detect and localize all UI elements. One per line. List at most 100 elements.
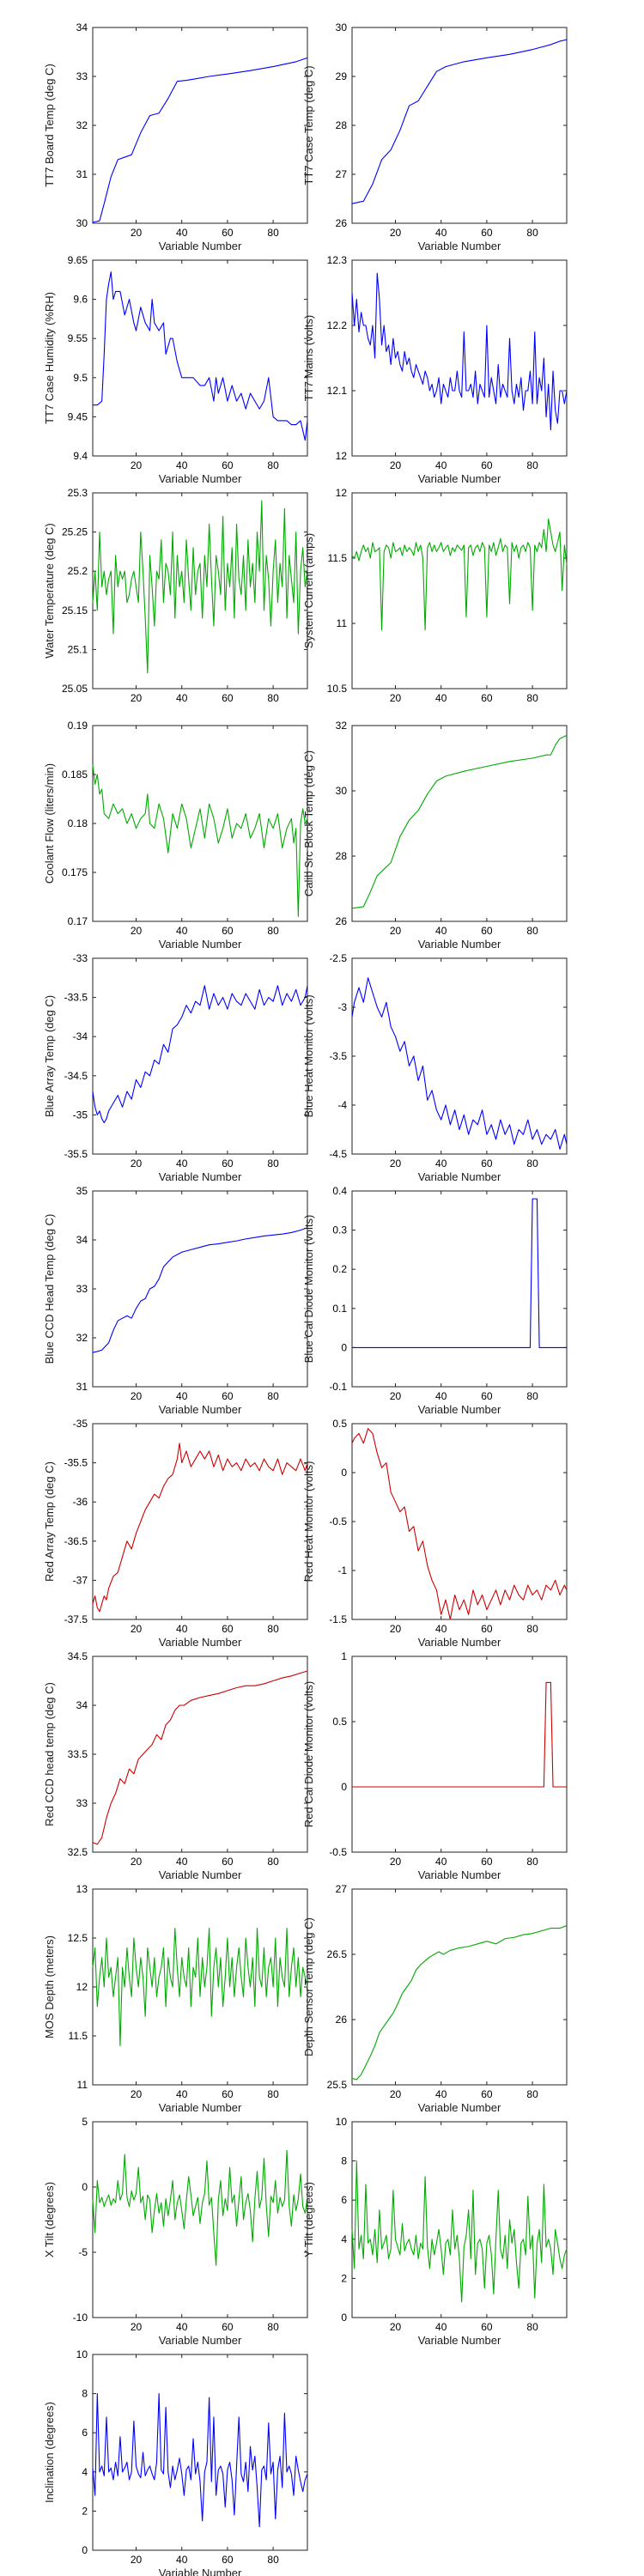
x-axis-label: Variable Number (159, 2567, 242, 2576)
x-tick-label: 40 (435, 1623, 447, 1635)
y-tick-label: -0.5 (329, 1846, 347, 1858)
y-tick-label: 29 (336, 70, 348, 82)
y-tick-label: 32.5 (68, 1846, 88, 1858)
x-tick-label: 40 (176, 2088, 188, 2100)
y-tick-label: -3 (337, 1001, 347, 1013)
x-tick-label: 80 (267, 2088, 279, 2100)
x-tick-label: 40 (176, 2554, 188, 2566)
y-tick-label: -35 (73, 1109, 88, 1121)
plot-frame (92, 725, 308, 922)
x-tick-label: 40 (176, 459, 188, 471)
y-tick-label: 27 (336, 1883, 348, 1895)
y-tick-label: -37.5 (64, 1613, 88, 1625)
y-tick-label: 8 (341, 2155, 347, 2167)
y-tick-label: 25.3 (68, 487, 88, 499)
x-tick-label: 40 (176, 227, 188, 239)
chart-panel-12: -0.1 0 0.1 0.2 0.3 0.4 20 40 60 80 Variable Number… (302, 1185, 568, 1416)
series-line (92, 764, 308, 917)
x-tick-label: 60 (222, 1856, 234, 1868)
x-tick-label: 40 (176, 2321, 188, 2333)
x-tick-label: 80 (526, 1623, 538, 1635)
y-tick-label: 4 (82, 2466, 88, 2478)
series-line (351, 272, 568, 431)
x-axis-label: Variable Number (159, 1636, 242, 1649)
y-tick-label: 26 (336, 217, 348, 229)
x-tick-label: 20 (131, 1157, 143, 1170)
y-tick-label: 30 (336, 785, 348, 797)
y-tick-label: -3.5 (329, 1050, 347, 1062)
x-tick-label: 60 (481, 459, 493, 471)
y-tick-label: -35.5 (64, 1457, 88, 1469)
plot-frame (351, 1888, 568, 2086)
x-tick-label: 80 (526, 1157, 538, 1170)
y-tick-label: 13 (76, 1883, 88, 1895)
series-line (92, 1928, 308, 2046)
chart-panel-19: -10 -5 0 5 20 40 60 80 Variable Number X Tilt (de… (43, 2116, 308, 2347)
x-tick-label: 40 (435, 2321, 447, 2333)
y-tick-label: 28 (336, 850, 348, 862)
chart-panel-2: 26 27 28 29 30 20 40 60 80 Variable Number TT7 Cas… (302, 21, 568, 252)
chart-panel-15: 32.5 33 33.5 34 34.5 20 40 60 80 Variable Number R… (43, 1650, 308, 1881)
y-tick-label: -2.5 (329, 952, 347, 964)
y-tick-label: 11 (77, 2079, 88, 2091)
series-line (92, 57, 308, 223)
y-tick-label: 28 (336, 119, 348, 131)
plot-frame (92, 259, 308, 457)
x-tick-label: 20 (131, 2088, 143, 2100)
y-tick-label: 26 (336, 2014, 348, 2026)
x-tick-label: 60 (481, 925, 493, 937)
x-tick-label: 40 (435, 1390, 447, 1402)
y-tick-label: 25.05 (62, 683, 88, 695)
y-tick-label: 0 (82, 2544, 88, 2556)
x-tick-label: 60 (222, 2088, 234, 2100)
y-tick-label: 4 (341, 2233, 347, 2245)
series-line (351, 2160, 568, 2303)
y-tick-label: 0 (341, 1341, 347, 1353)
x-tick-label: 80 (267, 1623, 279, 1635)
y-tick-label: 9.6 (73, 294, 88, 306)
y-axis-label: X Tilt (degrees) (43, 2182, 56, 2257)
y-tick-label: -35 (73, 1418, 88, 1430)
y-tick-label: 11.5 (69, 2030, 88, 2042)
x-tick-label: 80 (267, 227, 279, 239)
chart-panel-4: 12 12.1 12.2 12.3 20 40 60 80 Variable Number TT7… (302, 254, 568, 485)
y-tick-label: 0.18 (68, 817, 88, 829)
y-tick-label: 12 (76, 1981, 88, 1993)
x-axis-label: Variable Number (159, 240, 242, 252)
y-tick-label: 0.17 (68, 915, 88, 927)
x-tick-label: 60 (222, 2554, 234, 2566)
y-tick-label: 34 (76, 1699, 88, 1711)
chart-panel-1: 30 31 32 33 34 20 40 60 80 Variable Number TT7 Boa… (43, 21, 308, 252)
plot-frame (92, 1190, 308, 1388)
x-tick-label: 20 (390, 227, 402, 239)
x-tick-label: 40 (176, 1856, 188, 1868)
x-tick-label: 60 (222, 459, 234, 471)
x-tick-label: 80 (526, 925, 538, 937)
x-tick-label: 80 (526, 2088, 538, 2100)
y-tick-label: -37 (73, 1574, 88, 1586)
y-tick-label: 0.2 (332, 1263, 347, 1275)
x-tick-label: 80 (526, 1390, 538, 1402)
y-axis-label: Red Array Temp (deg C) (43, 1461, 56, 1582)
y-tick-label: 32 (76, 119, 88, 131)
y-tick-label: 27 (336, 168, 348, 180)
y-tick-label: 12.5 (68, 1932, 88, 1944)
series-line (352, 1198, 567, 1348)
x-tick-label: 40 (176, 692, 188, 704)
y-tick-label: 30 (336, 21, 348, 33)
series-line (92, 500, 308, 674)
series-line (351, 977, 568, 1150)
y-tick-label: 0.3 (332, 1224, 347, 1236)
x-tick-label: 80 (526, 2321, 538, 2333)
y-tick-label: 34.5 (68, 1650, 88, 1662)
x-axis-label: Variable Number (418, 2334, 501, 2347)
x-tick-label: 20 (390, 925, 402, 937)
x-axis-label: Variable Number (159, 1868, 242, 1881)
y-tick-label: 32 (336, 720, 348, 732)
y-tick-label: -10 (73, 2312, 88, 2324)
series-line (92, 1670, 308, 1845)
y-axis-label: Coolant Flow (liters/min) (43, 763, 56, 884)
plot-frame (351, 1423, 568, 1620)
x-axis-label: Variable Number (159, 1403, 242, 1416)
y-tick-label: 9.65 (68, 254, 88, 266)
